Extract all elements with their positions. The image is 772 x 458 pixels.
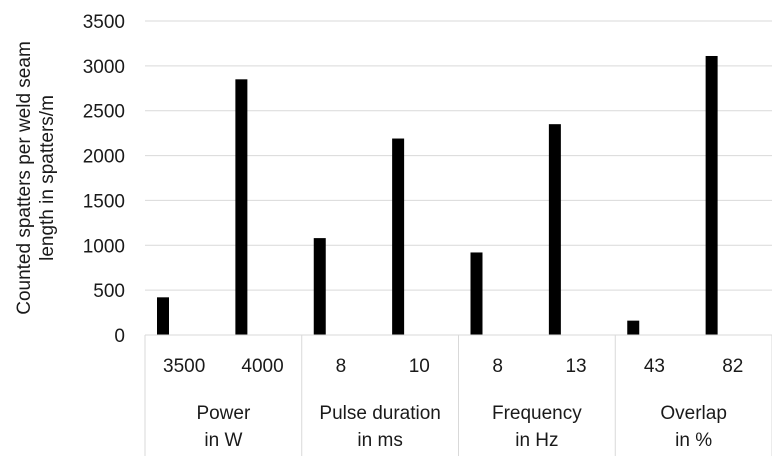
- bar: [627, 320, 640, 335]
- x-axis: 3500 4000 Power in W 8 10 Pulse duration in ms 8…: [144, 334, 772, 456]
- bars: [157, 55, 718, 336]
- y-tick-label: 3500: [83, 12, 125, 33]
- y-tick-label: 500: [93, 281, 125, 302]
- y-tick-label: 0: [114, 326, 125, 347]
- bar: [157, 297, 169, 335]
- x-group-label: in %: [675, 430, 712, 451]
- bar: [392, 138, 405, 335]
- x-group-label: in Hz: [515, 430, 558, 451]
- gridlines: [145, 20, 772, 291]
- x-group-label: in ms: [357, 430, 402, 451]
- bar: [705, 55, 718, 335]
- x-category-label: 82: [722, 356, 743, 377]
- x-group-label: Overlap: [660, 403, 727, 424]
- y-tick-label: 3000: [83, 57, 125, 78]
- x-category-label: 13: [565, 356, 586, 377]
- bar: [470, 252, 483, 335]
- x-group-label: in W: [204, 430, 242, 451]
- x-group-label: Frequency: [492, 403, 582, 424]
- y-tick-label: 1500: [83, 191, 125, 212]
- y-tick-label: 1000: [83, 236, 125, 257]
- y-axis-title-line-2: length in spatters/m: [37, 95, 58, 261]
- x-category-label: 3500: [163, 356, 205, 377]
- bar: [313, 238, 326, 335]
- x-category-label: 43: [644, 356, 665, 377]
- x-category-label: 10: [409, 356, 430, 377]
- y-tick-label: 2500: [83, 102, 125, 123]
- y-tick-label: 2000: [83, 147, 125, 168]
- y-axis-title: Counted spatters per weld seam length in…: [14, 41, 58, 315]
- x-category-label: 4000: [241, 356, 283, 377]
- y-axis-title-line-1: Counted spatters per weld seam: [14, 41, 35, 315]
- x-group-label: Pulse duration: [319, 403, 440, 424]
- bar: [235, 79, 248, 335]
- bar: [548, 124, 561, 336]
- x-group-label: Power: [196, 403, 251, 424]
- y-axis-ticks: 0 500 1000 1500 2000 2500 3000 3500: [83, 12, 125, 347]
- x-category-label: 8: [336, 356, 347, 377]
- x-category-label: 8: [492, 356, 503, 377]
